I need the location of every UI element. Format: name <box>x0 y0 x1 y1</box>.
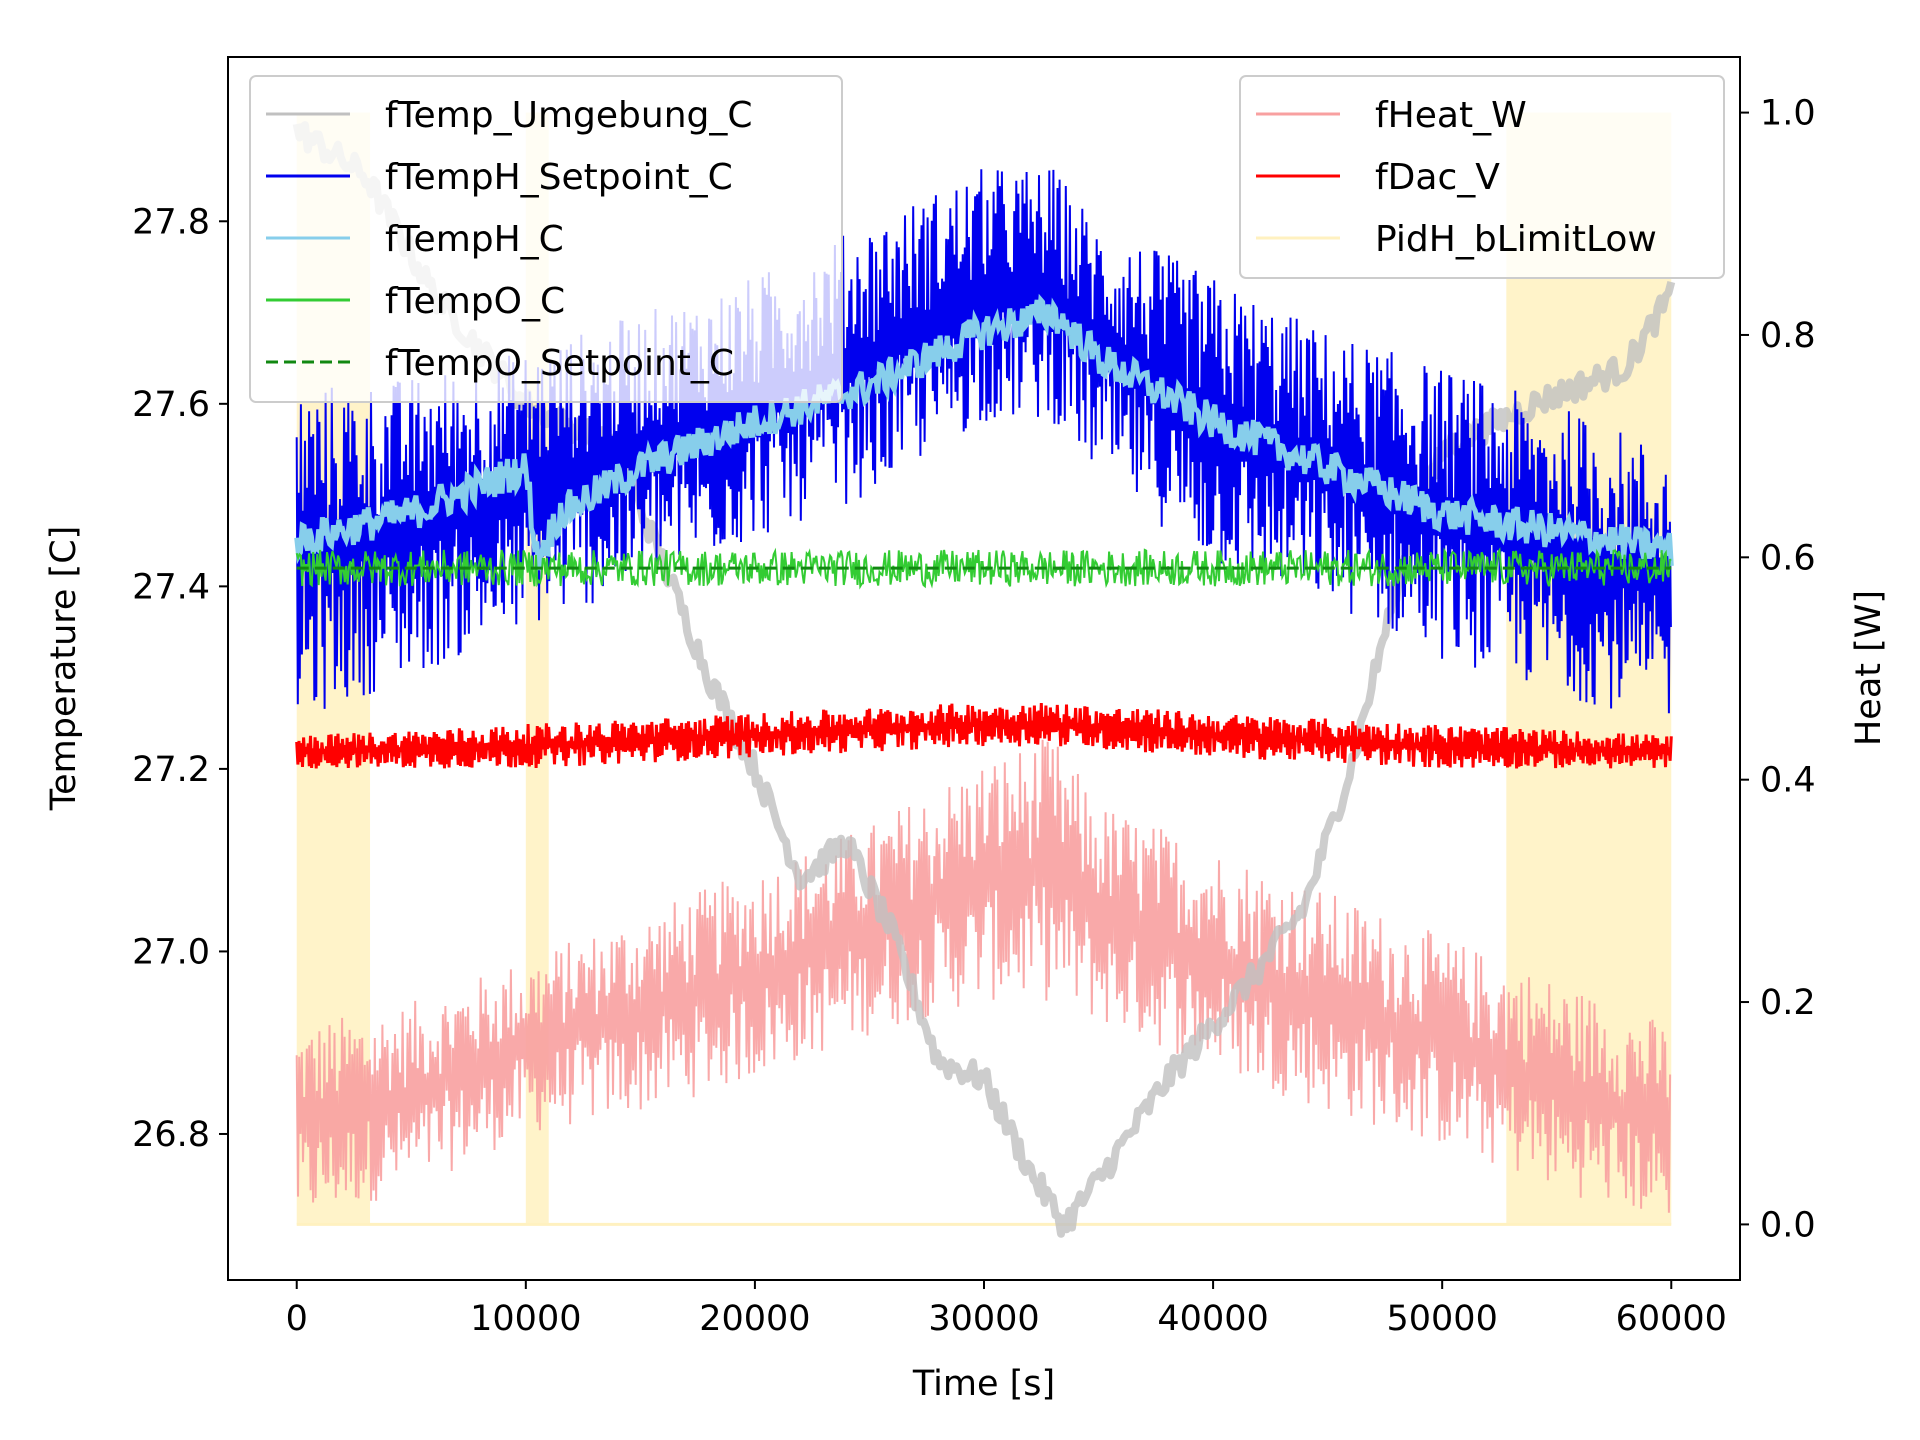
y-right-tick-label: 0.4 <box>1760 761 1816 801</box>
legend-label-ftempo-setpoint-c: fTempO_Setpoint_C <box>385 343 734 384</box>
y-left-tick-label: 27.0 <box>132 932 210 972</box>
legend-box <box>1239 75 1725 279</box>
legend-label-ftempo-c: fTempO_C <box>385 281 565 322</box>
legend-left: fTemp_Umgebung_C fTempH_Setpoint_C fTempH_… <box>249 75 843 403</box>
x-tick-label: 30000 <box>928 1299 1039 1339</box>
x-axis: 0 10000 20000 30000 40000 50000 60000 <box>286 1280 1727 1339</box>
legend-label-ftemp-umgebung-c: fTemp_Umgebung_C <box>385 95 753 136</box>
series-fheat-w <box>295 739 1672 1213</box>
series-ftemph-c <box>294 293 1674 571</box>
x-axis-title: Time [s] <box>912 1364 1055 1404</box>
x-tick-label: 40000 <box>1157 1299 1268 1339</box>
y-axis-right: 0.0 0.2 0.4 0.6 0.8 1.0 <box>1740 94 1816 1245</box>
y-right-tick-label: 1.0 <box>1760 94 1816 134</box>
x-tick-label: 20000 <box>699 1299 810 1339</box>
legend-right: fHeat_W fDac_V PidH_bLimitLow <box>1239 75 1725 279</box>
legend-label-fheat-w: fHeat_W <box>1375 95 1527 136</box>
y-right-tick-label: 0.8 <box>1760 316 1816 356</box>
x-tick-label: 10000 <box>470 1299 581 1339</box>
legend-label-fdac-v: fDac_V <box>1375 157 1500 198</box>
y-left-tick-label: 26.8 <box>132 1115 210 1155</box>
y-right-tick-label: 0.6 <box>1760 538 1816 578</box>
legend-label-ftemph-setpoint-c: fTempH_Setpoint_C <box>385 157 733 198</box>
y-left-tick-label: 27.2 <box>132 750 210 790</box>
y-left-tick-label: 27.6 <box>132 385 210 425</box>
y-axis-left: 26.8 27.0 27.2 27.4 27.6 27.8 <box>132 202 228 1155</box>
y-axis-right-title: Heat [W] <box>1849 590 1889 746</box>
series-fdac-v <box>295 702 1673 769</box>
legend-box <box>249 75 843 403</box>
y-left-tick-label: 27.8 <box>132 202 210 242</box>
x-tick-label: 0 <box>286 1299 308 1339</box>
y-right-tick-label: 0.2 <box>1760 983 1816 1023</box>
y-right-tick-label: 0.0 <box>1760 1205 1816 1245</box>
legend-label-ftemph-c: fTempH_C <box>385 219 564 260</box>
legend-label-pidh-blimitlow: PidH_bLimitLow <box>1375 219 1657 260</box>
y-axis-left-title: Temperature [C] <box>44 526 84 812</box>
y-left-tick-label: 27.4 <box>132 567 210 607</box>
series-ftempo-c <box>295 547 1672 590</box>
x-tick-label: 50000 <box>1387 1299 1498 1339</box>
x-tick-label: 60000 <box>1616 1299 1727 1339</box>
